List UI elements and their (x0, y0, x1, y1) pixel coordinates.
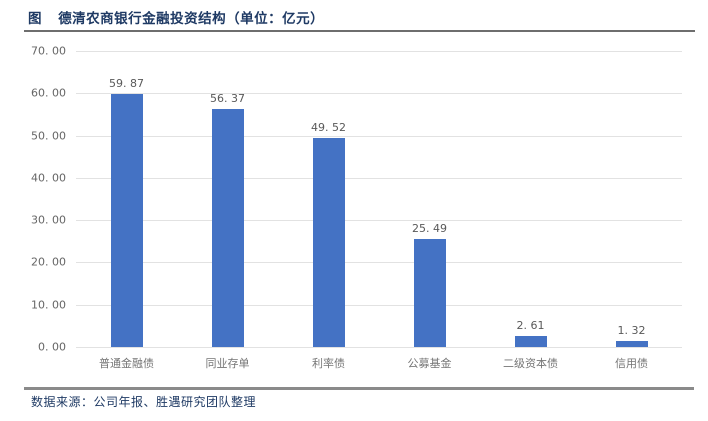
bar-value-label: 1. 32 (617, 324, 646, 338)
bar (615, 341, 648, 347)
bar (110, 93, 143, 347)
bar-chart: 0. 00 10. 00 20. 00 30. 00 40. 00 50. 00 60. 0… (0, 45, 708, 354)
y-tick-label: 10. 00 (31, 298, 66, 312)
category-label: 同业存单 (205, 357, 250, 370)
category-label: 利率债 (312, 357, 345, 370)
y-tick-label: 60. 00 (31, 86, 66, 100)
category-label: 二级资本债 (503, 357, 558, 370)
chart-title-text: 德清农商银行金融投资结构（单位：亿元） (58, 11, 325, 27)
bar (514, 335, 547, 347)
bar-slot: 59. 87 (76, 51, 177, 347)
gridline (76, 262, 682, 264)
y-tick-label: 30. 00 (31, 213, 66, 227)
bar-slot: 56. 37 (177, 51, 278, 347)
chart-title-prefix: 图 (28, 11, 42, 27)
gridline (76, 304, 682, 306)
category-labels: 普通金融债 同业存单 利率债 公募基金 二级资本债 信用债 (76, 355, 682, 371)
bar-slot: 2. 61 (480, 51, 581, 347)
y-axis: 0. 00 10. 00 20. 00 30. 00 40. 00 50. 00 60. 0… (0, 45, 66, 354)
bar-slot: 25. 49 (379, 51, 480, 347)
bar-value-label: 49. 52 (311, 120, 346, 134)
bar-value-label: 25. 49 (412, 222, 447, 236)
bar-value-label: 2. 61 (516, 318, 545, 332)
chart-title: 图德清农商银行金融投资结构（单位：亿元） (28, 7, 324, 27)
bar-value-label: 59. 87 (109, 76, 144, 90)
y-tick-label: 40. 00 (31, 171, 66, 185)
title-divider (24, 30, 695, 32)
footer-divider (24, 387, 694, 390)
plot-area: 59. 87 56. 37 49. 52 25. 49 2. 61 1. 32 (76, 51, 682, 348)
bar-slot: 49. 52 (278, 51, 379, 347)
category-label: 公募基金 (407, 357, 452, 370)
bar-value-label: 56. 37 (210, 91, 245, 105)
category-label: 信用债 (615, 357, 648, 370)
gridline (76, 220, 682, 222)
gridlines (76, 51, 682, 348)
y-tick-label: 0. 00 (38, 340, 66, 354)
gridline (76, 93, 682, 95)
category-label: 普通金融债 (99, 357, 154, 370)
y-tick-label: 70. 00 (31, 44, 66, 58)
bar (312, 137, 345, 347)
data-source-note: 数据来源：公司年报、胜遇研究团队整理 (31, 395, 257, 409)
bars: 59. 87 56. 37 49. 52 25. 49 2. 61 1. 32 (76, 51, 682, 347)
bar-slot: 1. 32 (581, 51, 682, 347)
gridline (76, 177, 682, 179)
y-tick-label: 20. 00 (31, 255, 66, 269)
bar (211, 108, 244, 347)
gridline (76, 347, 682, 348)
gridline (76, 51, 682, 52)
y-tick-label: 50. 00 (31, 129, 66, 143)
gridline (76, 135, 682, 137)
bar (413, 239, 446, 347)
